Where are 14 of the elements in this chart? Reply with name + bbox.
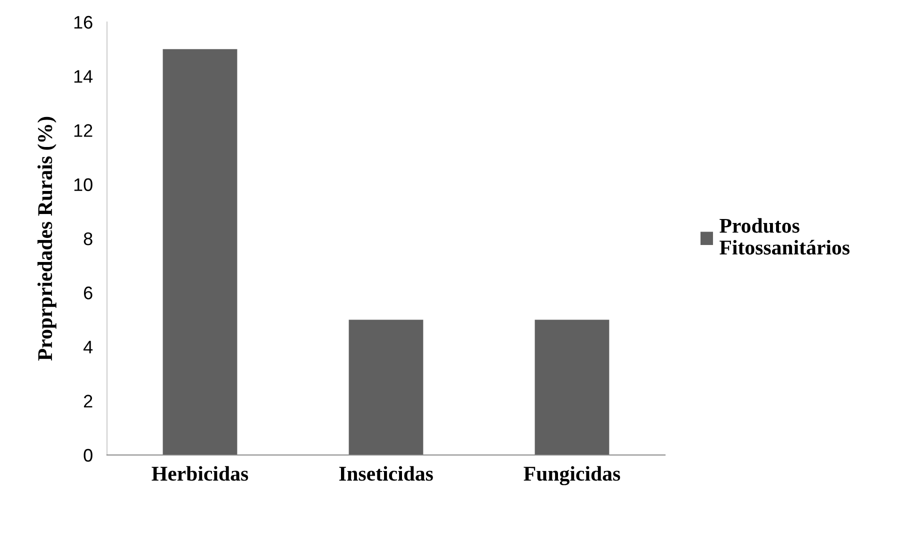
x-tick-label: Fungicidas (524, 466, 620, 486)
y-tick-label: 10 (74, 178, 92, 192)
legend-label: Produtos Fitossanitários (720, 218, 850, 255)
y-tick-label: 8 (84, 232, 92, 246)
y-tick-label: 14 (74, 70, 93, 83)
y-tick-label: 4 (83, 340, 93, 354)
x-tick-label: Herbicidas (152, 466, 248, 481)
y-tick-label: 2 (84, 394, 92, 408)
y-axis-title: Proprpriedades Rurais (%) (37, 116, 56, 361)
y-tick-label: 16 (74, 16, 92, 29)
y-tick-label: 6 (84, 286, 92, 300)
y-tick-label: 12 (74, 124, 92, 137)
y-tick-label: 0 (84, 448, 92, 462)
x-tick-label: Inseticidas (339, 466, 433, 481)
